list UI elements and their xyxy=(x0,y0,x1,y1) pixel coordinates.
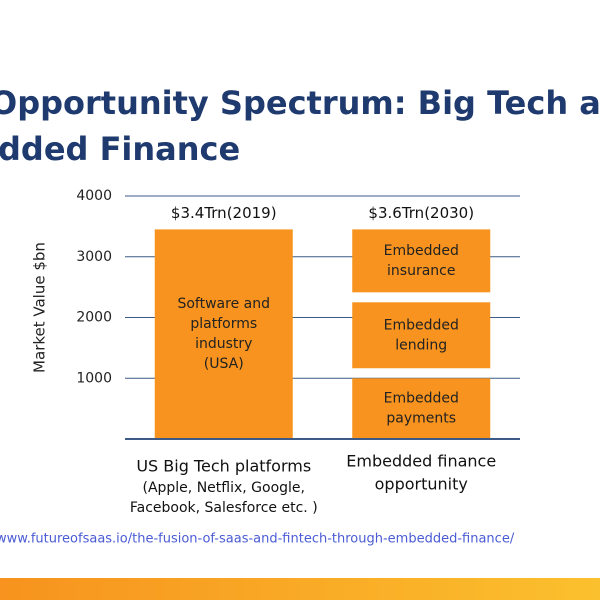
bar-annotation: $3.4Trn(2019) xyxy=(171,204,277,222)
segment-label: (USA) xyxy=(204,356,244,372)
y-tick-label: 1000 xyxy=(76,370,112,386)
bar-segment xyxy=(352,302,491,369)
segment-label: platforms xyxy=(190,316,257,332)
bar-segment xyxy=(154,229,293,439)
x-tick-label: Embedded finance xyxy=(346,452,496,471)
y-tick-label: 2000 xyxy=(76,310,112,326)
category-note: (Apple, Netflix, Google, xyxy=(142,480,305,496)
segment-label: lending xyxy=(395,337,447,353)
x-tick-label: US Big Tech platforms xyxy=(136,457,311,476)
segment-label: Embedded xyxy=(384,317,459,333)
bar-segment xyxy=(352,378,491,439)
segment-label: payments xyxy=(386,411,456,427)
y-tick-label: 4000 xyxy=(76,188,112,204)
segment-label: Embedded xyxy=(384,391,459,407)
segment-label: insurance xyxy=(387,263,455,279)
source-link: www.futureofsaas.io/the-fusion-of-saas-a… xyxy=(0,532,515,547)
segment-label: industry xyxy=(195,336,252,352)
y-tick-label: 3000 xyxy=(76,249,112,265)
y-axis-label: Market Value $bn xyxy=(31,242,49,373)
category-note: Facebook, Salesforce etc. ) xyxy=(130,500,318,516)
chart-title: Opportunity Spectrum: Big Tech and xyxy=(0,84,600,122)
x-tick-label: opportunity xyxy=(375,475,468,494)
chart-title: dded Finance xyxy=(0,130,240,168)
segment-label: Embedded xyxy=(384,243,459,259)
bar-segment xyxy=(352,229,491,293)
footer-strip xyxy=(0,578,600,600)
bar-annotation: $3.6Trn(2030) xyxy=(368,204,474,222)
segment-label: Software and xyxy=(177,296,270,312)
